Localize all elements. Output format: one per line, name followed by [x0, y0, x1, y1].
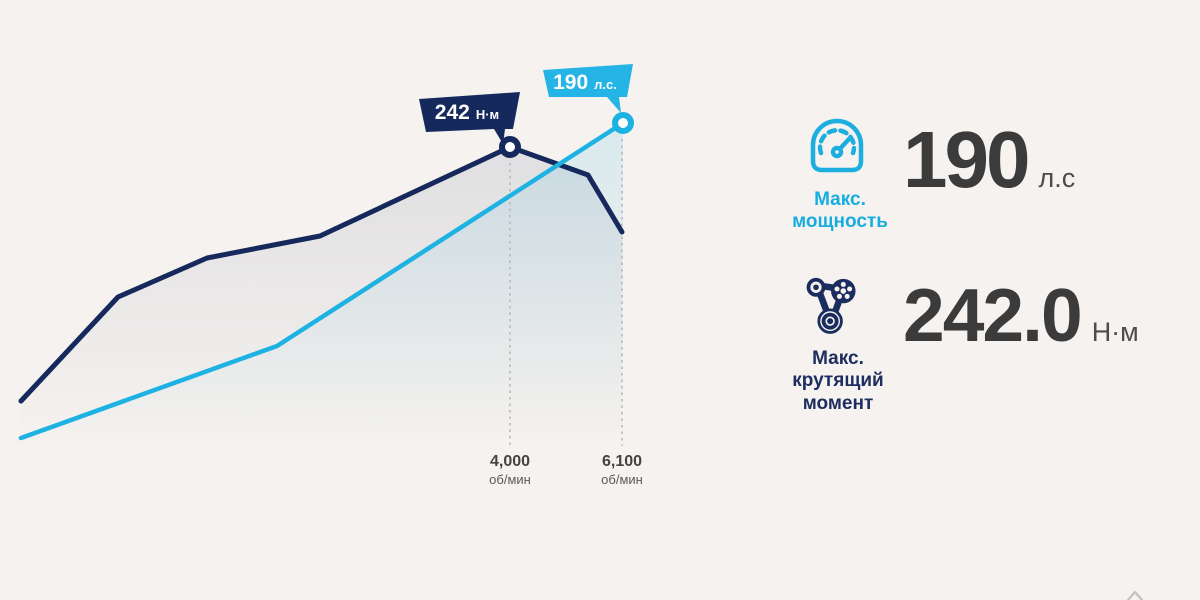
torque-badge-label: 242 Н·м [435, 101, 499, 124]
x-tick-6100-unit: об/мин [601, 472, 643, 487]
max-torque-label: Макс. крутящий момент [768, 348, 908, 415]
power-badge-label: 190 л.с. [553, 71, 617, 94]
max-power-label: Макс. мощность [770, 189, 910, 234]
x-tick-6100-value: 6,100 [602, 453, 642, 470]
power-area [21, 123, 623, 450]
chevron-up-icon[interactable] [1126, 589, 1144, 600]
power-badge-shape [543, 64, 633, 113]
max-torque-value: 242.0 Н·м [903, 278, 1139, 353]
x-tick-4000: 4,000 об/мин [489, 453, 531, 487]
performance-curves-chart: 242 Н·м 190 л.с. 4,000 об/мин 6,100 об/мин [18, 64, 643, 487]
power-peak-marker [612, 112, 634, 134]
max-torque-unit: Н·м [1091, 317, 1139, 347]
power-badge: 190 л.с. [543, 64, 633, 113]
x-tick-6100: 6,100 об/мин [601, 453, 643, 487]
torque-badge-shape [419, 92, 520, 144]
torque-badge: 242 Н·м [419, 92, 520, 144]
power-curve [18, 120, 626, 441]
max-torque-label-line1: Макс. [812, 348, 864, 369]
x-tick-4000-unit: об/мин [489, 472, 531, 487]
engine-belt-icon [803, 276, 861, 345]
max-power-label-line1: Макс. [814, 189, 866, 210]
max-power-label-line2: мощность [792, 211, 888, 233]
max-torque-label-line3: момент [802, 392, 874, 414]
speedometer-icon [808, 116, 866, 185]
max-torque-label-line2: крутящий [792, 370, 884, 392]
torque-curve [18, 144, 625, 404]
max-torque-number: 242.0 [903, 273, 1083, 357]
max-power-number: 190 [903, 115, 1030, 204]
x-tick-4000-value: 4,000 [490, 453, 530, 470]
max-power-value: 190 л.с [903, 120, 1075, 200]
max-power-unit: л.с [1038, 163, 1076, 193]
torque-peak-marker [499, 136, 521, 158]
